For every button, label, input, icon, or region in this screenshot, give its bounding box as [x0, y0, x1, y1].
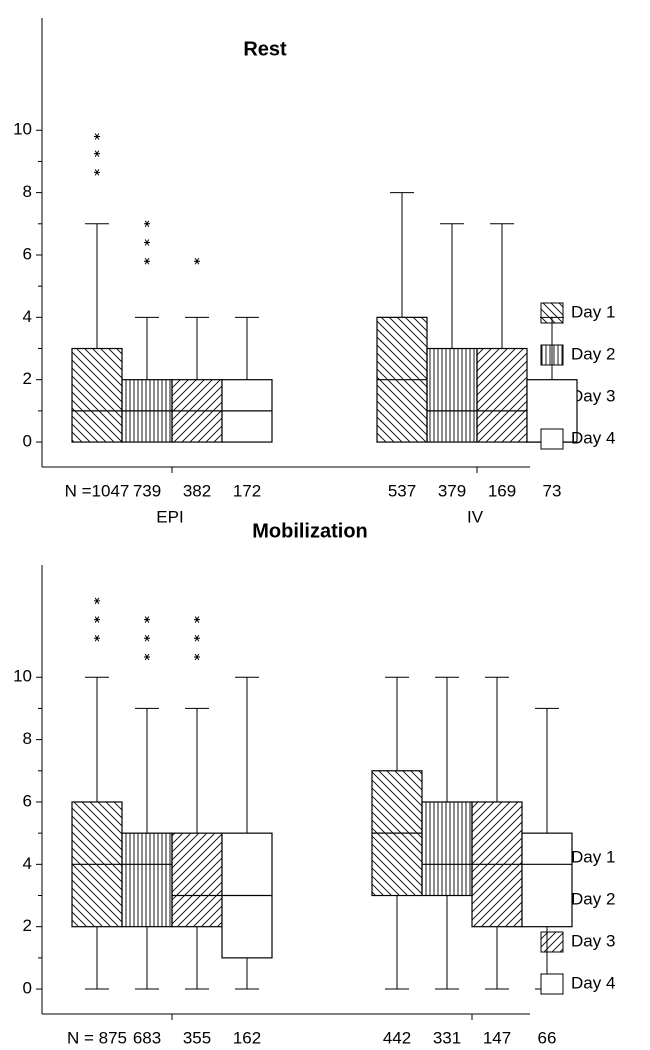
outlier [144, 220, 150, 228]
y-tick-label: 0 [23, 979, 32, 998]
y-tick-label: 10 [13, 667, 32, 686]
box [121, 832, 173, 928]
outlier [194, 616, 200, 623]
outlier [94, 616, 100, 623]
outlier [94, 169, 100, 176]
n-label: N =1047 [65, 481, 130, 500]
n-label: 537 [388, 481, 416, 500]
legend-swatch [540, 973, 564, 995]
n-label: 147 [483, 1028, 511, 1047]
box [71, 347, 123, 443]
legend-label: Day 3 [571, 386, 615, 405]
y-tick-label: 8 [23, 182, 32, 201]
outlier [194, 257, 200, 265]
outlier [144, 653, 150, 661]
n-label: 382 [183, 481, 211, 500]
n-label: 66 [538, 1028, 557, 1047]
n-label: 683 [133, 1028, 161, 1047]
y-tick-label: 6 [23, 791, 32, 810]
legend-label: Day 4 [571, 973, 615, 992]
group-label: IV [467, 507, 484, 526]
box [476, 347, 528, 443]
n-label: N = 875 [67, 1028, 127, 1047]
n-label: 73 [543, 481, 562, 500]
n-label: 739 [133, 481, 161, 500]
outlier [144, 239, 150, 246]
y-tick-label: 4 [23, 307, 32, 326]
legend-label: Day 2 [571, 889, 615, 908]
n-label: 355 [183, 1028, 211, 1047]
box [171, 832, 223, 928]
legend-label: Day 2 [571, 344, 615, 363]
outlier [94, 150, 100, 157]
box [421, 801, 473, 897]
chart-title: Rest [243, 38, 287, 60]
outlier [144, 616, 150, 623]
y-tick-label: 6 [23, 244, 32, 263]
outlier [144, 635, 150, 642]
y-tick-label: 2 [23, 369, 32, 388]
outlier [194, 653, 200, 661]
outlier [94, 133, 100, 140]
n-label: 169 [488, 481, 516, 500]
n-label: 379 [438, 481, 466, 500]
legend-label: Day 4 [571, 428, 615, 447]
box [521, 832, 573, 928]
y-tick-label: 8 [23, 729, 32, 748]
n-label: 331 [433, 1028, 461, 1047]
y-tick-label: 2 [23, 916, 32, 935]
outlier [94, 597, 100, 605]
y-tick-label: 10 [13, 120, 32, 139]
legend-label: Day 1 [571, 847, 615, 866]
n-label: 442 [383, 1028, 411, 1047]
outlier [94, 635, 100, 642]
box [426, 347, 478, 443]
outlier [194, 635, 200, 642]
group-label: EPI [156, 507, 183, 526]
legend-label: Day 3 [571, 931, 615, 950]
n-label: 162 [233, 1028, 261, 1047]
legend-swatch [540, 931, 564, 953]
n-label: 172 [233, 481, 261, 500]
y-tick-label: 0 [23, 432, 32, 451]
chart-title: Mobilization [252, 520, 368, 542]
legend-swatch [540, 428, 564, 450]
y-tick-label: 4 [23, 854, 32, 873]
outlier [144, 257, 150, 265]
legend-label: Day 1 [571, 302, 615, 321]
